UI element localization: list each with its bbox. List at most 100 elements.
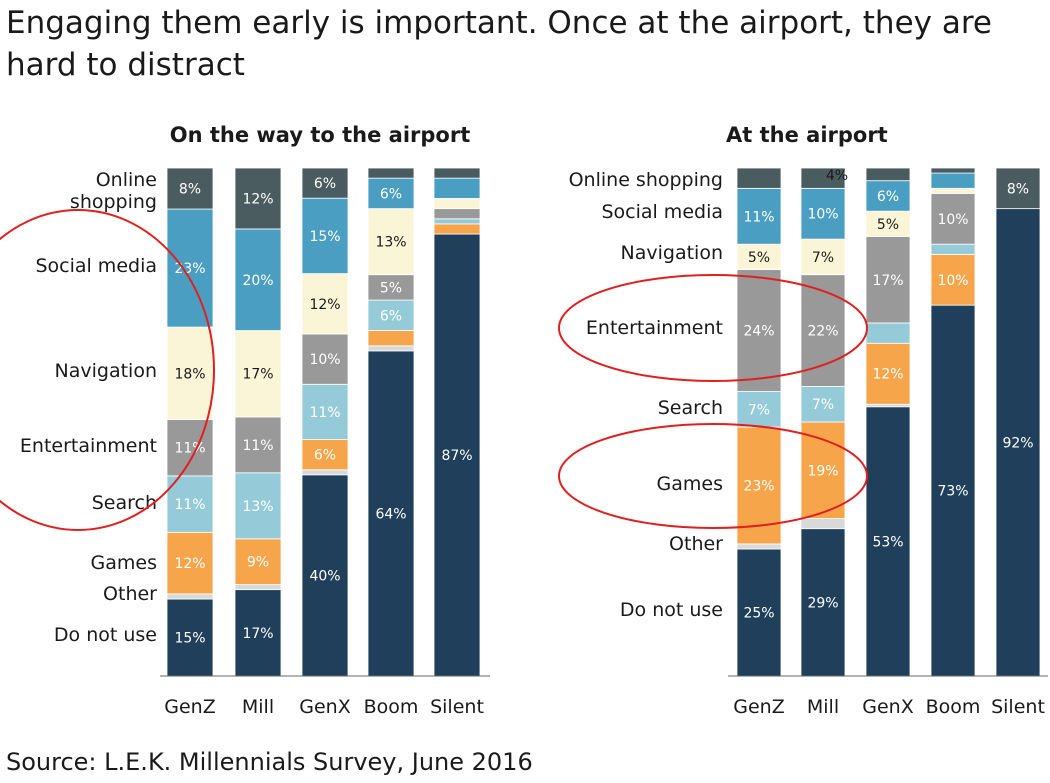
bar-1-mill-entertainment — [800, 274, 846, 387]
x-tick-1-genx: GenX — [862, 696, 913, 718]
bar-1-boom-online-shopping — [930, 167, 976, 174]
bar-0-silent-online-shopping — [433, 167, 481, 179]
bar-0-mill-other — [234, 584, 282, 591]
bar-1-mill-navigation — [800, 238, 846, 276]
bar-1-genz-navigation — [736, 243, 782, 270]
bar-0-boom-search — [367, 299, 415, 331]
data-label-1-mill-navigation: 7% — [812, 250, 834, 266]
highlight-ellipse-1-1 — [558, 423, 868, 529]
data-label-1-genx-navigation: 5% — [877, 217, 899, 233]
bar-0-genx-online-shopping — [301, 167, 349, 199]
x-tick-1-boom: Boom — [926, 696, 981, 718]
bar-0-genx-other — [301, 469, 349, 476]
bar-1-boom-social-media — [930, 172, 976, 189]
bar-0-boom-other — [367, 345, 415, 352]
bar-0-boom-games — [367, 330, 415, 347]
bar-0-silent-navigation — [433, 198, 481, 210]
row-label-0-search: Search — [92, 492, 157, 514]
bar-0-genz-do-not-use — [166, 598, 214, 677]
data-label-0-boom-search: 6% — [380, 308, 402, 324]
data-label-0-mill-search: 13% — [242, 499, 273, 515]
data-label-0-genz-navigation: 18% — [174, 366, 205, 382]
row-label-1-other: Other — [669, 533, 723, 555]
bar-1-genz-other — [736, 543, 782, 550]
panel-title-left: On the way to the airport — [169, 123, 471, 147]
bar-1-genx-navigation — [865, 210, 911, 237]
row-label-0-online-shopping-1: shopping — [70, 191, 157, 213]
data-label-0-mill-do-not-use: 17% — [242, 626, 273, 642]
bar-1-genz-games — [736, 426, 782, 545]
x-tick-0-genx: GenX — [299, 696, 350, 718]
bar-1-genx-do-not-use — [865, 406, 911, 677]
bar-0-boom-online-shopping — [367, 167, 415, 179]
data-label-0-mill-navigation: 17% — [242, 367, 273, 383]
x-tick-0-boom: Boom — [364, 696, 419, 718]
data-label-0-mill-entertainment: 11% — [242, 438, 273, 454]
data-label-1-genz-navigation: 5% — [748, 250, 770, 266]
data-label-0-genx-games: 6% — [314, 448, 336, 464]
data-label-0-genz-games: 12% — [174, 556, 205, 572]
data-label-0-genx-search: 11% — [309, 405, 340, 421]
data-label-1-mill-social-media: 10% — [807, 207, 838, 223]
bar-0-genz-social-media — [166, 208, 214, 328]
bar-0-silent-games — [433, 223, 481, 235]
data-label-1-genx-games: 12% — [872, 367, 903, 383]
data-label-0-genz-entertainment: 11% — [174, 441, 205, 457]
source-note: Source: L.E.K. Millennials Survey, June … — [6, 748, 533, 776]
panel-title-right: At the airport — [726, 123, 888, 147]
row-label-0-games: Games — [91, 552, 157, 574]
bar-0-genx-search — [301, 383, 349, 441]
bar-0-mill-navigation — [234, 330, 282, 418]
bar-0-genz-other — [166, 593, 214, 600]
data-label-0-mill-social-media: 20% — [242, 273, 273, 289]
bar-0-silent-social-media — [433, 177, 481, 199]
row-label-1-online-shopping: Online shopping — [569, 169, 723, 191]
row-label-0-navigation: Navigation — [55, 360, 157, 382]
bar-1-boom-games — [930, 253, 976, 306]
row-label-0-social-media: Social media — [35, 255, 157, 277]
bar-0-genx-entertainment — [301, 333, 349, 385]
bar-0-boom-entertainment — [367, 274, 415, 301]
data-label-0-boom-do-not-use: 64% — [375, 506, 406, 522]
data-label-0-boom-entertainment: 5% — [380, 280, 402, 296]
data-label-1-silent-online-shopping: 8% — [1007, 181, 1029, 197]
data-label-0-silent-do-not-use: 87% — [441, 448, 472, 464]
bar-0-mill-social-media — [234, 228, 282, 331]
data-label-1-genx-entertainment: 17% — [872, 273, 903, 289]
x-tick-0-genz: GenZ — [164, 696, 215, 718]
bar-0-silent-do-not-use — [433, 233, 481, 677]
row-label-1-do-not-use: Do not use — [620, 599, 723, 621]
data-label-1-genz-do-not-use: 25% — [743, 606, 774, 622]
row-label-1-search: Search — [658, 397, 723, 419]
data-label-1-genx-social-media: 6% — [877, 189, 899, 205]
bar-0-boom-navigation — [367, 208, 415, 276]
highlight-ellipse-1-0 — [558, 274, 868, 382]
bar-1-genz-entertainment — [736, 269, 782, 392]
data-label-1-genz-search: 7% — [748, 402, 770, 418]
data-label-1-silent-do-not-use: 92% — [1002, 435, 1033, 451]
bar-1-genx-social-media — [865, 180, 911, 212]
bar-0-genx-navigation — [301, 273, 349, 335]
data-label-1-genx-do-not-use: 53% — [872, 534, 903, 550]
data-label-0-genz-online-shopping: 8% — [179, 182, 201, 198]
bar-0-genx-games — [301, 439, 349, 471]
data-label-1-genz-social-media: 11% — [743, 209, 774, 225]
bar-1-boom-entertainment — [930, 192, 976, 245]
row-label-0-online-shopping-0: Online — [96, 169, 157, 191]
row-label-0-other: Other — [103, 583, 157, 605]
data-label-1-genz-games: 23% — [743, 479, 774, 495]
data-label-0-genx-entertainment: 10% — [309, 352, 340, 368]
bar-1-silent-do-not-use — [995, 208, 1041, 677]
bar-0-genx-social-media — [301, 197, 349, 275]
data-label-0-boom-social-media: 6% — [380, 186, 402, 202]
bar-1-genx-online-shopping — [865, 167, 911, 182]
x-tick-1-genz: GenZ — [733, 696, 784, 718]
bar-1-boom-navigation — [930, 187, 976, 194]
x-tick-1-silent: Silent — [991, 696, 1045, 718]
headline: Engaging them early is important. Once a… — [6, 5, 992, 83]
bar-1-mill-do-not-use — [800, 528, 846, 677]
row-label-0-do-not-use: Do not use — [54, 624, 157, 646]
bar-1-genx-entertainment — [865, 236, 911, 324]
row-label-1-games: Games — [657, 473, 723, 495]
